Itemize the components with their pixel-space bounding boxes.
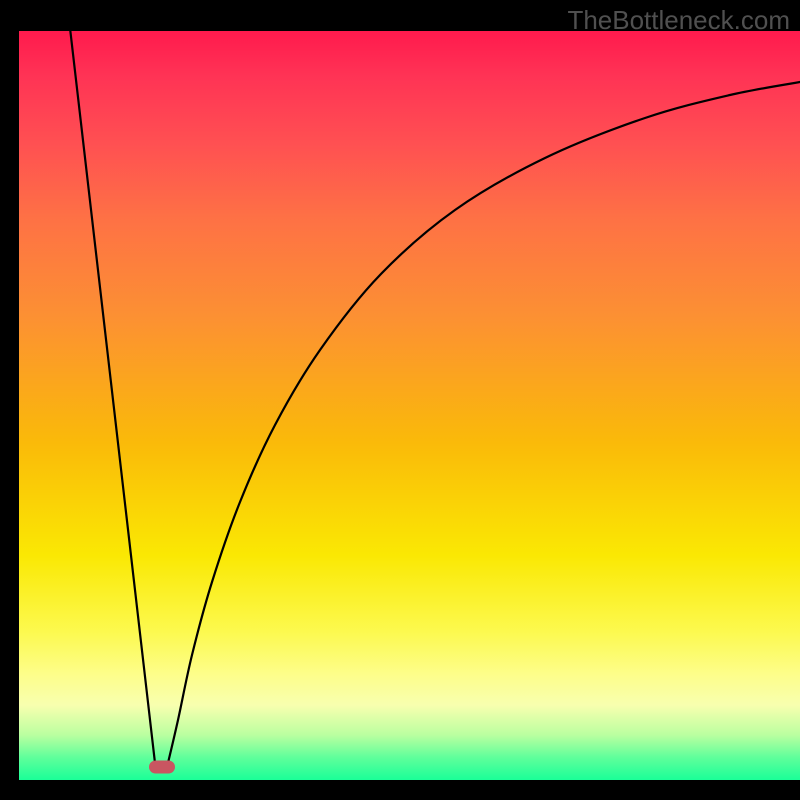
chart-container: TheBottleneck.com [0, 0, 800, 800]
right-curve [168, 82, 800, 763]
left-curve [70, 31, 155, 763]
curve-layer [19, 31, 800, 780]
minimum-marker [149, 761, 175, 774]
plot-area [19, 31, 800, 780]
watermark-text: TheBottleneck.com [567, 5, 790, 36]
